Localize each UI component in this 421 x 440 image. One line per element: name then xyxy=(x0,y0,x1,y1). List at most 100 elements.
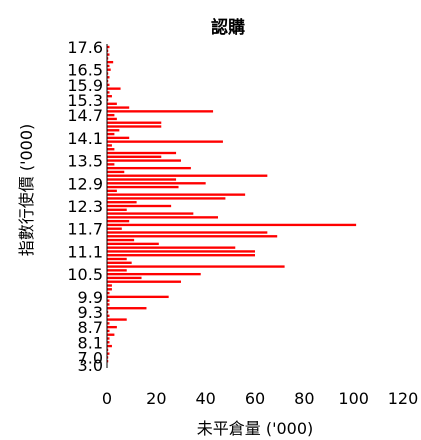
y-tick-label: 14.1 xyxy=(67,129,103,148)
bar-15.8 xyxy=(107,87,121,90)
bar-11.8 xyxy=(107,223,357,227)
bar-12.7 xyxy=(107,189,117,193)
bar-15.6 xyxy=(107,91,110,94)
bar-11.9 xyxy=(107,219,130,223)
bar-9.8 xyxy=(107,299,110,302)
bar-12.1 xyxy=(107,212,194,215)
bar-8.4 xyxy=(107,333,115,336)
bar-12.4 xyxy=(107,201,137,204)
bar-10.1 xyxy=(107,288,112,291)
bar-14.3 xyxy=(107,129,120,132)
bar-16.8 xyxy=(107,60,114,64)
bar-12.5 xyxy=(107,197,226,200)
bar-14.6 xyxy=(107,117,117,121)
bar-13.7 xyxy=(107,151,177,155)
bar-15.3 xyxy=(107,98,109,102)
x-tick-label: 60 xyxy=(245,389,265,408)
y-tick-label: 9.3 xyxy=(78,303,103,322)
bar-11.1 xyxy=(107,250,255,253)
bar-14.2 xyxy=(107,132,115,136)
y-tick-label: 8.1 xyxy=(78,333,103,352)
bar-10.5 xyxy=(107,272,201,276)
bar-12.6 xyxy=(107,193,246,196)
bar-16.5 xyxy=(107,68,111,71)
y-tick-label: 15.3 xyxy=(67,91,103,110)
bar-11.4 xyxy=(107,238,135,242)
bar-10.3 xyxy=(107,280,181,283)
y-tick-label: 16.5 xyxy=(67,61,103,80)
bar-12.9 xyxy=(107,182,206,185)
bar-17.2 xyxy=(107,53,110,56)
bar-9.2 xyxy=(107,314,110,317)
bar-11.7 xyxy=(107,227,122,230)
bar-9.0 xyxy=(107,318,127,321)
bar-15.0 xyxy=(107,106,130,109)
y-tick-label: 3.0 xyxy=(78,356,103,375)
bar-15.4 xyxy=(107,95,112,98)
bar-13.6 xyxy=(107,155,162,158)
y-tick-label: 10.5 xyxy=(67,265,103,284)
y-tick-label: 14.7 xyxy=(67,106,103,125)
y-tick-label: 12.9 xyxy=(67,174,103,193)
x-tick-label: 20 xyxy=(146,389,166,408)
bar-10.0 xyxy=(107,291,110,295)
bar-8.7 xyxy=(107,325,117,329)
y-tick-label: 15.9 xyxy=(67,76,103,95)
x-tick-label: 80 xyxy=(294,389,314,408)
bar-12.2 xyxy=(107,208,127,211)
bar-17.4 xyxy=(107,49,109,52)
bar-13.2 xyxy=(107,170,125,174)
bar-9.4 xyxy=(107,307,147,310)
bar-14.1 xyxy=(107,136,130,140)
y-axis-label: 指數行使價 ('000) xyxy=(17,124,36,257)
bar-11.0 xyxy=(107,254,255,257)
bar-13.0 xyxy=(107,178,177,181)
bar-7.5 xyxy=(107,352,110,355)
bar-12.8 xyxy=(107,185,179,189)
bar-13.8 xyxy=(107,148,115,151)
bar-13.3 xyxy=(107,166,191,170)
bar-11.2 xyxy=(107,246,236,249)
y-tick-label: 12.3 xyxy=(67,197,103,216)
bar-6.5 xyxy=(107,360,109,363)
bar-11.6 xyxy=(107,231,268,234)
bar-14.0 xyxy=(107,140,223,143)
x-axis-label: 未平倉量 ('000) xyxy=(197,419,314,438)
bar-13.4 xyxy=(107,163,115,166)
bar-14.5 xyxy=(107,121,162,124)
x-tick-label: 40 xyxy=(195,389,215,408)
x-tick-label: 120 xyxy=(388,389,419,408)
bar-13.9 xyxy=(107,144,112,147)
bar-8.1 xyxy=(107,341,110,344)
bar-9.9 xyxy=(107,295,169,299)
bar-14.7 xyxy=(107,113,115,117)
y-axis-ticks: 17.6 16.515.915.314.7 14.1 13.5 12.9 12.3 11.7… xyxy=(67,38,103,375)
y-tick-label: 9.9 xyxy=(78,288,103,307)
y-tick-label: 7.0 xyxy=(78,348,103,367)
bar-12.3 xyxy=(107,204,172,208)
bar-8.8 xyxy=(107,322,110,325)
bar-10.7 xyxy=(107,265,285,268)
x-tick-label: 0 xyxy=(102,389,112,408)
bar-15.9 xyxy=(107,83,110,87)
bar-8.2 xyxy=(107,337,110,340)
bar-14.8 xyxy=(107,110,214,113)
bar-11.5 xyxy=(107,235,278,238)
bar-17.0 xyxy=(107,57,109,60)
bar-7.0 xyxy=(107,356,109,359)
bar-15.2 xyxy=(107,102,117,105)
bar-series xyxy=(107,45,357,363)
bar-14.4 xyxy=(107,125,162,128)
bar-17.6 xyxy=(107,45,110,49)
bar-12.0 xyxy=(107,216,218,219)
bar-10.6 xyxy=(107,269,127,272)
bar-10.8 xyxy=(107,261,132,264)
x-tick-label: 100 xyxy=(338,389,369,408)
bar-9.3 xyxy=(107,310,109,314)
bar-10.4 xyxy=(107,276,142,280)
bar-13.5 xyxy=(107,159,181,162)
chart-title: 認購 xyxy=(211,17,245,38)
bar-13.1 xyxy=(107,174,268,177)
bar-8.0 xyxy=(107,344,112,348)
